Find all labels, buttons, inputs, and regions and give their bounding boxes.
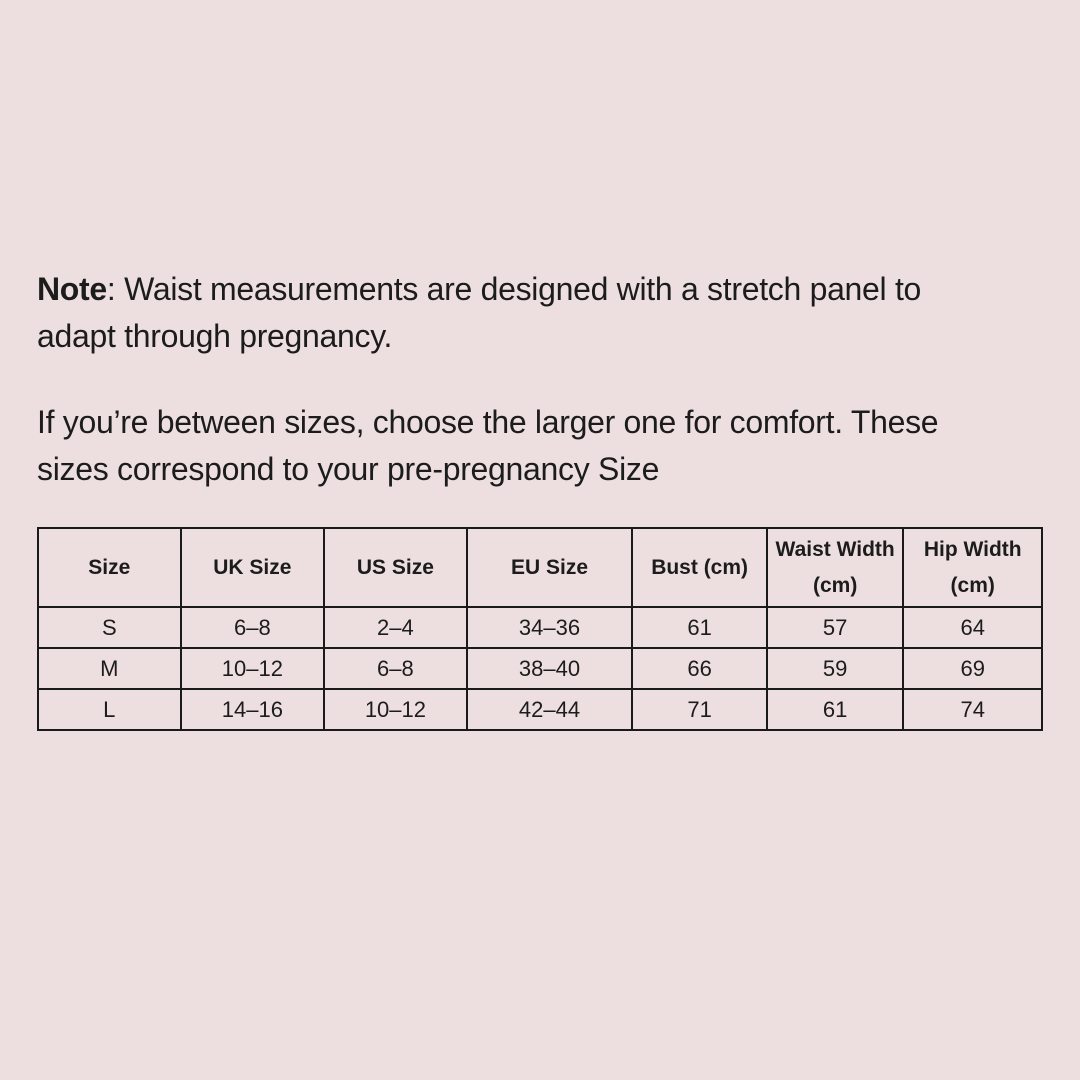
table-cell: 2–4 xyxy=(323,606,468,649)
column-header-bust: Bust (cm) xyxy=(631,527,768,608)
advice-text-line-1: If you’re between sizes, choose the larg… xyxy=(37,404,939,440)
table-cell: 69 xyxy=(902,647,1043,690)
table-cell: 14–16 xyxy=(179,688,326,731)
note-paragraph: Note: Waist measurements are designed wi… xyxy=(37,266,1049,360)
advice-paragraph: If you’re between sizes, choose the larg… xyxy=(37,399,1049,493)
note-text-line-2: adapt through pregnancy. xyxy=(37,318,393,354)
column-header-waist-width: Waist Width (cm) xyxy=(765,527,905,608)
table-cell: 71 xyxy=(631,688,768,731)
table-cell: 10–12 xyxy=(179,647,326,690)
table-cell: M xyxy=(37,647,182,690)
table-cell: 61 xyxy=(765,688,905,731)
table-cell: 59 xyxy=(765,647,905,690)
table-cell: S xyxy=(37,606,182,649)
table-cell: 6–8 xyxy=(179,606,326,649)
table-cell: L xyxy=(37,688,182,731)
table-cell: 57 xyxy=(765,606,905,649)
note-text-line-1: : Waist measurements are designed with a… xyxy=(106,271,922,307)
table-cell: 74 xyxy=(902,688,1043,731)
column-header-eu-size: EU Size xyxy=(465,527,634,608)
advice-text-line-2: sizes correspond to your pre-pregnancy S… xyxy=(37,451,660,487)
table-cell: 10–12 xyxy=(323,688,468,731)
table-cell: 61 xyxy=(631,606,768,649)
table-cell: 6–8 xyxy=(323,647,468,690)
column-header-size: Size xyxy=(37,527,182,608)
table-row-s: S 6–8 2–4 34–36 61 57 64 xyxy=(37,606,1043,649)
column-header-hip-width: Hip Width (cm) xyxy=(902,527,1043,608)
table-cell: 42–44 xyxy=(465,688,634,731)
table-cell: 34–36 xyxy=(465,606,634,649)
table-row-l: L 14–16 10–12 42–44 71 61 74 xyxy=(37,688,1043,731)
table-cell: 66 xyxy=(631,647,768,690)
table-cell: 64 xyxy=(902,606,1043,649)
table-row-m: M 10–12 6–8 38–40 66 59 69 xyxy=(37,647,1043,690)
size-chart-table: Size UK Size US Size EU Size Bust (cm) W… xyxy=(37,527,1043,731)
column-header-uk-size: UK Size xyxy=(179,527,326,608)
note-label: Note xyxy=(37,271,107,307)
table-header-row: Size UK Size US Size EU Size Bust (cm) W… xyxy=(37,527,1043,608)
table-cell: 38–40 xyxy=(465,647,634,690)
column-header-us-size: US Size xyxy=(323,527,468,608)
